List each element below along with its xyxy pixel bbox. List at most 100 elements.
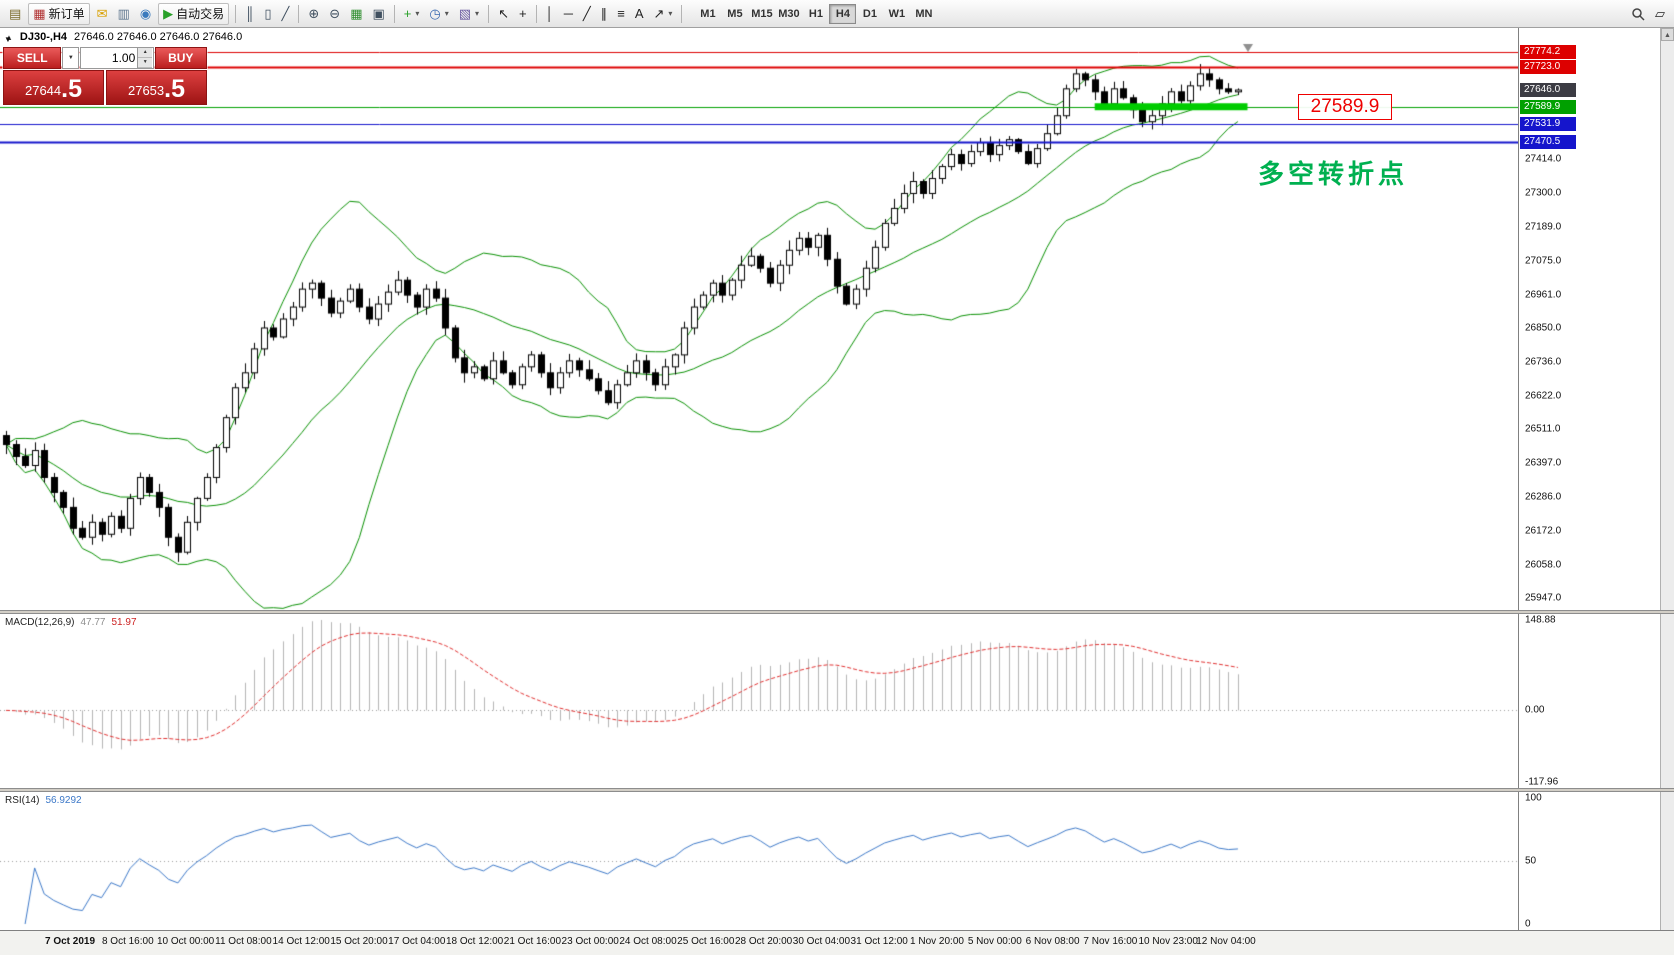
price-tick: 26286.0 [1525,491,1562,503]
templates-button[interactable]: ▧ ▾ [454,3,484,25]
fibonacci-icon[interactable]: ≡ [612,3,630,25]
timeframe-m1-button[interactable]: M1 [700,7,716,20]
volume-up-icon[interactable]: ▲ [138,48,153,58]
price-chart-canvas[interactable] [0,28,1518,610]
toolbar-separator [298,4,300,23]
macd-panel[interactable]: MACD(12,26,9) 47.77 51.97 [0,614,1518,788]
volume-box: ▲ ▼ [80,47,154,69]
tile-windows-icon[interactable]: ▣ [367,3,389,25]
arrows-icon[interactable]: ↗ ▾ [649,3,678,25]
fibonacci-icon: ≡ [617,6,625,21]
price-tick: 26058.0 [1525,559,1562,571]
autotrading-icon: ▶ [163,6,174,21]
arrows-icon: ↗ [653,6,665,21]
horizontal-line-icon: ─ [563,6,573,21]
dropdown-caret-icon: ▾ [444,9,449,18]
timeframe-mn-button[interactable]: MN [915,7,933,20]
buy-price-button[interactable]: 27653 .5 [106,70,207,105]
price-level-label[interactable]: 27589.9 [1298,94,1392,120]
time-label: 8 Oct 16:00 [101,936,154,947]
autotrading-button-label: 自动交易 [176,7,225,21]
window-layout-icon[interactable]: ▱ [1650,3,1670,25]
volume-preset-dropdown[interactable]: ▼ [62,47,80,69]
price-tick: 27300.0 [1525,187,1562,199]
timeframe-m30-button[interactable]: M30 [778,7,800,20]
toolbar-separator [681,4,683,23]
price-axis[interactable]: 27414.0 27300.0 27189.0 27075.0 26961.0 26850… [1518,28,1660,930]
panel-separator[interactable] [0,610,1674,614]
print-icon[interactable]: ▥ [113,3,135,25]
rsi-panel[interactable]: RSI(14) 56.9292 [0,792,1518,930]
time-label: 10 Nov 23:00 [1138,936,1198,947]
candlestick-chart-icon[interactable]: ▯ [259,3,276,25]
time-axis[interactable]: 7 Oct 2019 8 Oct 16:00 10 Oct 00:00 11 Oct … [0,930,1674,955]
layout-glyph-icon: ▱ [1655,6,1665,21]
price-tick: 26961.0 [1525,289,1562,301]
macd-axis-zero: 0.00 [1525,704,1545,716]
magnifier-icon [1632,7,1645,21]
indicators-button[interactable]: + ▾ [399,3,425,25]
timeframe-w1-button[interactable]: W1 [888,7,906,20]
timeframe-d1-button[interactable]: D1 [862,7,877,20]
macd-canvas[interactable] [0,614,1518,788]
line-chart-icon[interactable]: ╱ [277,3,295,25]
buy-button[interactable]: BUY [154,47,208,69]
zoom-out-icon: ⊖ [329,6,341,21]
timeframe-h1-button[interactable]: H1 [808,7,823,20]
market-icon: ✉ [96,6,108,21]
scroll-up-icon[interactable]: ▲ [1661,28,1674,41]
zoom-out-icon[interactable]: ⊖ [324,3,345,25]
buy-price-decimal: .5 [164,75,185,103]
bar-chart-icon: ║ [245,6,255,21]
price-level-box: 27470.5 [1520,135,1576,150]
rsi-canvas[interactable] [0,792,1518,930]
periods-button[interactable]: ◷ ▾ [424,3,453,25]
autotrading-button[interactable]: ▶ 自动交易 [158,2,230,25]
price-level-box: 27589.9 [1520,99,1576,114]
zoom-in-icon[interactable]: ⊕ [303,3,324,25]
timeframe-h4-button[interactable]: H4 [829,3,857,24]
macd-label: MACD(12,26,9) 47.77 51.97 [5,617,137,628]
tile-windows-icon: ▣ [372,6,385,21]
vertical-line-icon[interactable]: │ [541,3,559,25]
volume-input[interactable] [81,48,138,68]
new-chart-icon: ▤ [9,6,22,21]
bar-chart-icon[interactable]: ║ [240,3,259,25]
time-label: 6 Nov 08:00 [1025,936,1080,947]
turning-point-annotation[interactable]: 多空转折点 [1258,159,1409,189]
search-icon[interactable] [1626,3,1650,25]
candlestick-chart-icon: ▯ [264,6,272,21]
timeframe-m5-button[interactable]: M5 [727,7,743,20]
dropdown-caret-icon: ▾ [475,9,480,18]
timeframe-m15-button[interactable]: M15 [751,7,773,20]
chart-symbol-period: DJ30-,H4 [19,31,67,43]
text-icon[interactable]: A [630,3,649,25]
scrollbar[interactable]: ▲ [1660,28,1674,930]
grid-icon[interactable]: ▦ [345,3,367,25]
chart-window[interactable]: ▲ DJ30-,H4 27646.0 27646.0 27646.0 27646… [0,28,1518,610]
trendline-icon[interactable]: ╱ [578,3,596,25]
trade-panel-collapse-icon[interactable]: ▼ [4,35,12,44]
time-label: 30 Oct 04:00 [792,936,851,947]
templates-icon: ▧ [458,6,472,21]
channel-icon[interactable]: ∥ [596,3,613,25]
price-level-box: 27723.0 [1520,60,1576,75]
community-icon[interactable]: ◉ [135,3,156,25]
line-chart-icon: ╱ [281,6,290,21]
new-chart-icon[interactable]: ▤ [4,3,26,25]
new-order-icon: ▦ [33,6,46,21]
macd-signal-value: 51.97 [111,617,137,628]
crosshair-icon[interactable]: + [514,3,532,25]
market-icon[interactable]: ✉ [92,3,113,25]
time-label: 5 Nov 00:00 [967,936,1022,947]
cursor-icon[interactable]: ↖ [493,3,514,25]
sell-button[interactable]: SELL [3,47,62,69]
sell-price-main: 27644 [24,83,62,98]
horizontal-line-icon[interactable]: ─ [559,3,578,25]
grid-icon: ▦ [350,6,363,21]
panel-separator[interactable] [0,788,1674,792]
volume-down-icon[interactable]: ▼ [138,58,153,68]
sell-price-button[interactable]: 27644 .5 [3,70,104,105]
time-label: 7 Nov 16:00 [1083,936,1138,947]
new-order-button[interactable]: ▦ 新订单 [28,2,90,25]
